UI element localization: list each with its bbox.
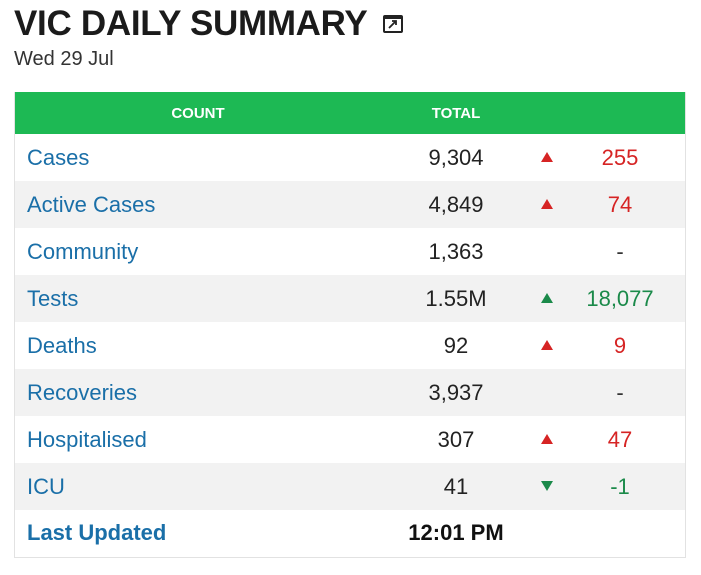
row-total: 4,849 xyxy=(428,191,484,217)
table-row: ICU 41 -1 xyxy=(15,463,685,510)
trend-up-icon xyxy=(541,434,553,444)
trend-up-icon xyxy=(541,293,553,303)
last-updated-value: 12:01 PM xyxy=(408,520,504,545)
table-row: Hospitalised 307 47 xyxy=(15,416,685,463)
row-total: 9,304 xyxy=(428,144,484,170)
column-header-total: TOTAL xyxy=(431,104,481,122)
table-row: Tests 1.55M 18,077 xyxy=(15,275,685,322)
row-label[interactable]: Recoveries xyxy=(27,379,138,405)
title-row: VIC DAILY SUMMARY xyxy=(14,4,404,44)
row-total: 307 xyxy=(437,426,475,452)
table-row: Active Cases 4,849 74 xyxy=(15,181,685,228)
row-change: 47 xyxy=(607,426,633,452)
row-change: - xyxy=(616,238,624,264)
row-change: 9 xyxy=(613,332,627,358)
row-total: 92 xyxy=(443,332,469,358)
last-updated-row: Last Updated 12:01 PM xyxy=(15,510,685,557)
row-label[interactable]: Community xyxy=(27,238,139,264)
page-title: VIC DAILY SUMMARY xyxy=(14,4,368,43)
trend-down-icon xyxy=(541,481,553,491)
table-header: COUNT TOTAL xyxy=(15,92,685,134)
column-header-count: COUNT xyxy=(171,104,225,122)
last-updated-label[interactable]: Last Updated xyxy=(27,520,167,545)
row-change: - xyxy=(616,379,624,405)
table-row: Recoveries 3,937 - xyxy=(15,369,685,416)
row-total: 41 xyxy=(443,473,469,499)
trend-up-icon xyxy=(541,199,553,209)
row-label[interactable]: Active Cases xyxy=(27,191,156,217)
row-change: 255 xyxy=(601,144,639,170)
row-label[interactable]: Tests xyxy=(27,285,79,311)
trend-up-icon xyxy=(541,340,553,350)
row-change: 74 xyxy=(607,191,633,217)
row-change: 18,077 xyxy=(586,285,654,311)
row-label[interactable]: Cases xyxy=(27,144,90,170)
trend-up-icon xyxy=(541,152,553,162)
row-label[interactable]: ICU xyxy=(27,473,65,499)
row-change: -1 xyxy=(610,473,630,499)
row-label[interactable]: Deaths xyxy=(27,332,97,358)
row-total: 1.55M xyxy=(425,285,487,311)
table-row: Community 1,363 - xyxy=(15,228,685,275)
summary-table: COUNT TOTAL Cases 9,304 255 Active Cases 4,8… xyxy=(14,92,686,558)
row-total: 3,937 xyxy=(428,379,484,405)
table-row: Deaths 92 9 xyxy=(15,322,685,369)
date-label: Wed 29 Jul xyxy=(14,48,114,70)
row-label[interactable]: Hospitalised xyxy=(27,426,147,452)
table-row: Cases 9,304 255 xyxy=(15,134,685,181)
row-total: 1,363 xyxy=(428,238,484,264)
expand-window-icon[interactable] xyxy=(383,15,404,33)
